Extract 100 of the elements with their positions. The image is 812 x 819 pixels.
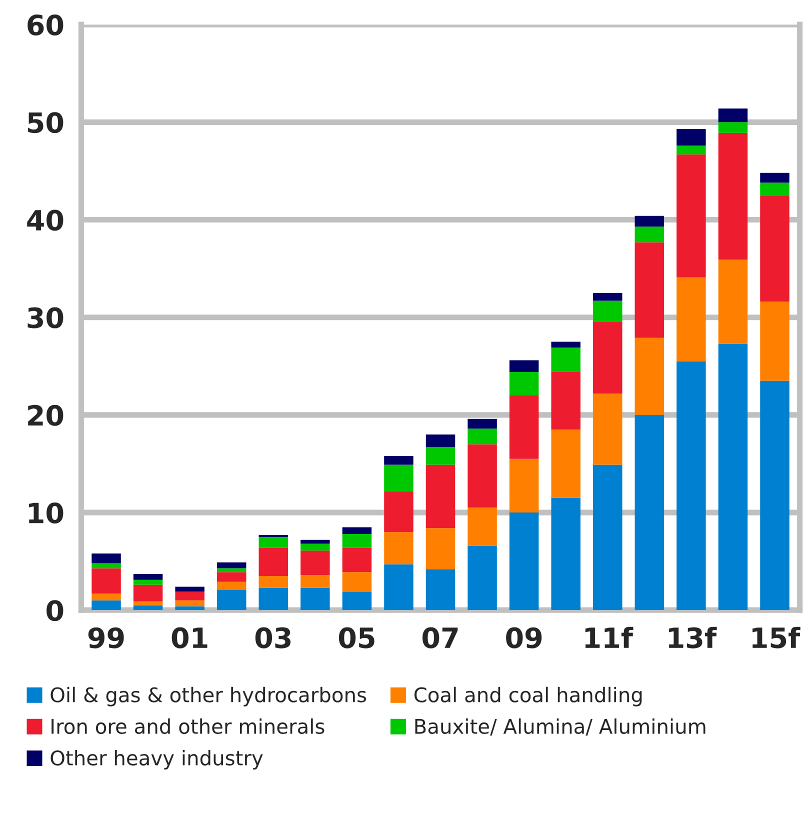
- bar: [509, 360, 539, 372]
- bar: [175, 600, 204, 606]
- bar: [216, 572, 246, 582]
- x-tick-label: 09: [506, 627, 542, 648]
- bar: [216, 568, 246, 572]
- bar: [384, 532, 414, 564]
- x-tick-label: 11f: [585, 626, 634, 648]
- bar: [342, 527, 372, 534]
- bar: [718, 344, 748, 610]
- bar: [342, 592, 372, 610]
- bar: [175, 586, 204, 592]
- bar: [593, 464, 622, 610]
- bar: [258, 536, 288, 548]
- bar: [258, 576, 288, 588]
- bar: [342, 548, 372, 572]
- bar: [300, 544, 330, 551]
- bar: [342, 534, 372, 548]
- legend-label: Iron ore and other minerals: [52, 718, 324, 734]
- bar: [593, 321, 622, 394]
- bar: [175, 592, 204, 600]
- bar: [384, 456, 414, 465]
- x-tick-label: 13f: [668, 626, 717, 648]
- bar: [676, 361, 706, 610]
- y-tick-label: 40: [27, 210, 64, 231]
- x-tick-label: 03: [255, 627, 291, 648]
- y-tick-label: 60: [28, 14, 64, 36]
- y-tick-label: 0: [46, 600, 64, 622]
- bar: [718, 122, 748, 133]
- bar: [426, 464, 456, 528]
- bar: [634, 226, 664, 242]
- bar: [551, 430, 580, 498]
- bar: [551, 348, 580, 372]
- bar: [509, 512, 539, 610]
- x-tick-label: 01: [172, 627, 208, 648]
- bar: [468, 444, 497, 508]
- legend-label: Other heavy industry: [50, 750, 263, 770]
- bar: [760, 302, 790, 381]
- bar: [216, 562, 246, 568]
- bar: [551, 372, 580, 430]
- bar: [593, 393, 622, 465]
- bar: [718, 260, 748, 344]
- bar: [92, 554, 121, 564]
- bar: [216, 590, 246, 610]
- bar: [760, 380, 790, 610]
- bar: [133, 601, 163, 606]
- legend-label: Oil & gas & other hydrocarbons: [50, 686, 366, 706]
- bar: [468, 546, 497, 610]
- bar: [509, 458, 539, 513]
- bar: [676, 146, 706, 154]
- y-tick-label: 20: [28, 404, 64, 426]
- bar: [634, 414, 664, 610]
- bar: [133, 584, 163, 602]
- bar: [551, 342, 580, 348]
- legend-label: Coal and coal handling: [414, 686, 642, 706]
- bar: [509, 395, 539, 459]
- y-tick-label: 10: [29, 502, 64, 524]
- bar: [760, 195, 790, 302]
- bar: [258, 588, 288, 610]
- x-tick-label: 99: [88, 627, 124, 648]
- x-tick-label: 05: [338, 627, 374, 648]
- bar: [509, 372, 539, 396]
- bar: [300, 588, 330, 610]
- bar: [551, 498, 580, 610]
- bar: [92, 568, 121, 594]
- legend-label: Bauxite/ Alumina/ Aluminium: [415, 718, 706, 736]
- bar: [133, 605, 163, 610]
- bar: [634, 242, 664, 338]
- bar: [718, 108, 748, 122]
- bar: [384, 464, 414, 492]
- bar: [426, 434, 456, 448]
- bar: [175, 606, 204, 610]
- x-tick-label: 15f: [752, 626, 800, 648]
- bar: [468, 508, 497, 546]
- bar: [300, 550, 330, 576]
- bar: [426, 447, 456, 465]
- bar: [342, 572, 372, 592]
- bar: [92, 594, 121, 600]
- bar: [760, 182, 790, 196]
- bar: [133, 580, 163, 585]
- bar: [468, 428, 497, 444]
- y-tick-label: 50: [28, 112, 64, 134]
- bar: [634, 216, 664, 227]
- bar: [300, 575, 330, 588]
- bar: [634, 338, 664, 415]
- bar: [468, 418, 497, 429]
- bar: [676, 154, 706, 278]
- bar: [216, 582, 246, 590]
- bar: [426, 569, 456, 610]
- bar: [384, 564, 414, 610]
- bar: [676, 129, 706, 146]
- bar: [92, 563, 121, 568]
- y-tick-label: 30: [28, 307, 64, 328]
- bar: [676, 277, 706, 362]
- bar: [258, 548, 288, 576]
- bar: [718, 132, 748, 260]
- bar: [133, 574, 163, 580]
- bar: [593, 292, 622, 301]
- x-tick-label: 07: [422, 627, 458, 648]
- bar: [593, 300, 622, 322]
- bar: [426, 528, 456, 570]
